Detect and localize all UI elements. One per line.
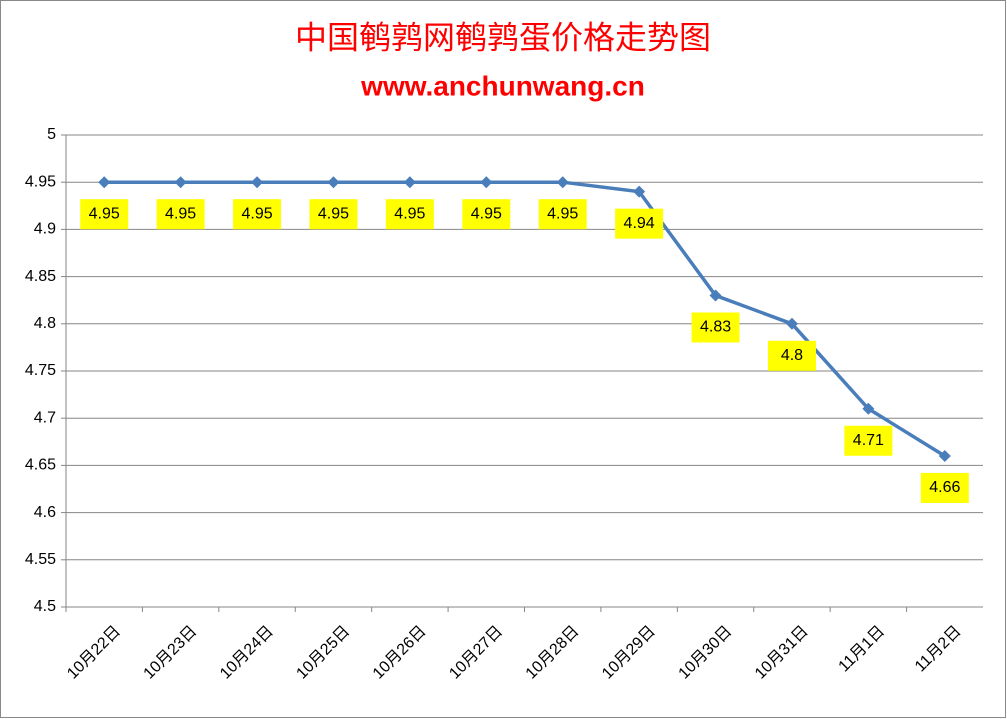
data-point <box>938 449 951 462</box>
data-label: 4.95 <box>318 205 349 222</box>
data-point <box>251 176 264 189</box>
data-point <box>98 176 111 189</box>
data-label: 4.95 <box>547 205 578 222</box>
data-label-box <box>767 340 816 371</box>
y-tick-label: 4.8 <box>34 315 56 332</box>
chart-subtitle: www.anchunwang.cn <box>360 70 645 101</box>
data-label: 4.95 <box>241 205 272 222</box>
data-point <box>480 176 493 189</box>
data-point <box>785 317 798 330</box>
y-tick-label: 4.6 <box>34 504 56 521</box>
y-tick-label: 4.75 <box>25 362 56 379</box>
data-label: 4.95 <box>165 205 196 222</box>
data-label-box <box>385 199 434 230</box>
data-point <box>327 176 340 189</box>
data-label-box <box>233 199 282 230</box>
data-label-box <box>844 425 893 456</box>
data-point <box>709 289 722 302</box>
data-point <box>556 176 569 189</box>
y-tick-label: 4.7 <box>34 409 56 426</box>
data-label: 4.8 <box>781 347 803 364</box>
data-label: 4.71 <box>853 432 884 449</box>
data-label-box <box>691 312 740 343</box>
data-point <box>862 402 875 415</box>
chart-title: 中国鹌鹑网鹌鹑蛋价格走势图 <box>295 19 711 57</box>
data-label: 4.95 <box>471 205 502 222</box>
data-point <box>174 176 187 189</box>
y-tick-label: 5 <box>47 126 56 143</box>
data-label-box <box>538 199 587 230</box>
data-label-box <box>156 199 205 230</box>
data-label: 4.95 <box>394 205 425 222</box>
series-line <box>104 180 946 458</box>
data-label: 4.83 <box>700 319 731 336</box>
data-label-box <box>309 199 358 230</box>
data-label: 4.94 <box>624 215 655 232</box>
data-point <box>633 185 646 198</box>
data-label-box <box>615 208 664 239</box>
y-tick-label: 4.85 <box>25 268 56 285</box>
data-label-box <box>80 199 129 230</box>
y-tick-label: 4.55 <box>25 551 56 568</box>
data-label-box <box>920 472 969 503</box>
y-tick-label: 4.95 <box>25 173 56 190</box>
y-tick-label: 4.65 <box>25 457 56 474</box>
y-tick-label: 4.9 <box>34 221 56 238</box>
data-label: 4.95 <box>89 205 120 222</box>
y-tick-label: 4.5 <box>34 598 56 615</box>
data-point <box>403 176 416 189</box>
data-label: 4.66 <box>929 479 960 496</box>
data-label-box <box>462 199 511 230</box>
